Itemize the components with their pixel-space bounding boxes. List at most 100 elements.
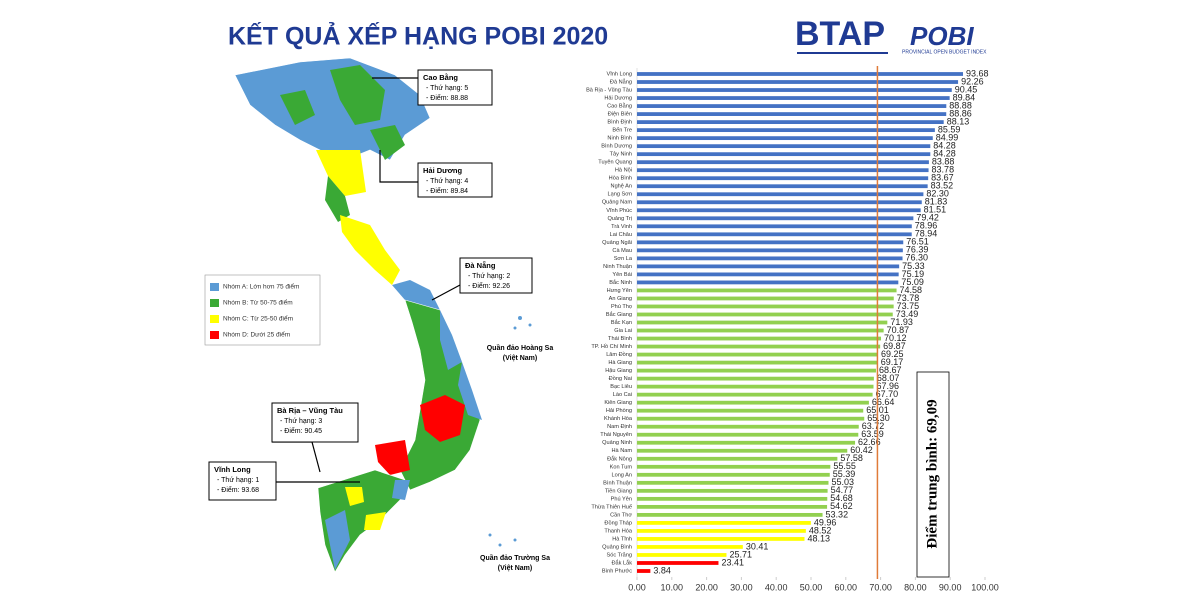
- value-label: 53.32: [826, 509, 849, 519]
- y-tick-label: Quảng Bình: [602, 544, 632, 550]
- bar: [637, 440, 856, 445]
- bar: [637, 488, 828, 493]
- legend-label: Nhóm B: Từ 50-75 điểm: [223, 299, 293, 307]
- bar: [637, 312, 893, 317]
- bar: [637, 248, 903, 253]
- x-tick-label: 80.00: [904, 582, 927, 592]
- x-tick-label: 30.00: [730, 582, 753, 592]
- callout-score: - Điểm: 88.88: [426, 94, 468, 102]
- callout-box: [417, 69, 493, 106]
- y-tick-label: Sơn La: [614, 256, 633, 262]
- x-tick-label: 0.00: [628, 582, 646, 592]
- value-label: 84.99: [936, 133, 959, 143]
- bar: [637, 408, 864, 413]
- bar: [637, 112, 947, 116]
- island-note: (Việt Nam): [498, 565, 533, 572]
- y-tick-label: Thái Nguyên: [600, 432, 632, 438]
- legend-swatch: [210, 283, 219, 291]
- y-tick-label: Hưng Yên: [607, 288, 632, 294]
- value-label: 25.71: [729, 549, 752, 559]
- value-label: 67.70: [876, 389, 899, 399]
- y-tick-label: Thanh Hóa: [604, 528, 633, 534]
- y-tick-label: Bình Thuận: [603, 480, 632, 486]
- map: [234, 57, 532, 573]
- callout-name: Cao Bằng: [423, 73, 458, 82]
- y-tick-label: Lâm Đồng: [606, 352, 632, 358]
- bar: [637, 136, 933, 141]
- island: [513, 326, 517, 330]
- island-note: (Việt Nam): [503, 355, 538, 362]
- value-label: 76.51: [906, 237, 929, 247]
- value-label: 93.68: [966, 68, 989, 78]
- callout-box: [417, 162, 493, 198]
- y-tick-label: Khánh Hòa: [604, 416, 633, 422]
- value-label: 79.42: [916, 213, 939, 223]
- y-tick-label: Quảng Ninh: [602, 440, 632, 446]
- value-label: 83.88: [932, 157, 955, 167]
- value-label: 69.17: [881, 357, 904, 367]
- y-tick-label: Hà Tĩnh: [612, 536, 632, 542]
- x-tick-label: 50.00: [800, 582, 823, 592]
- value-label: 88.86: [949, 108, 972, 118]
- bar: [637, 208, 921, 213]
- callout-name: Hải Dương: [423, 166, 463, 175]
- value-label: 76.39: [906, 245, 929, 255]
- bar: [637, 424, 859, 429]
- legend-swatch: [210, 315, 219, 323]
- x-tick-label: 20.00: [695, 582, 718, 592]
- bar: [637, 360, 878, 365]
- y-tick-label: Bình Định: [607, 120, 632, 126]
- average-label: Điểm trung bình: 69,09: [924, 399, 940, 548]
- callout-arrow: [272, 441, 321, 473]
- y-tick-label: Đắk Lắk: [611, 559, 632, 566]
- y-tick-label: Hải Dương: [604, 96, 632, 102]
- bar: [637, 344, 881, 349]
- legend-label: Nhóm D: Dưới 25 điểm: [223, 331, 290, 339]
- map-region: [440, 310, 462, 370]
- value-label: 83.67: [931, 173, 954, 183]
- callout-rank: - Thứ hạng: 2: [468, 273, 510, 280]
- value-label: 84.28: [933, 141, 956, 151]
- bar: [637, 400, 869, 405]
- y-tick-label: Cao Bằng: [607, 103, 632, 110]
- title: KẾT QUẢ XẾP HẠNG POBI 2020: [228, 21, 608, 51]
- bar: [637, 88, 952, 92]
- y-tick-label: Sóc Trăng: [607, 552, 633, 558]
- map-region: [330, 65, 385, 125]
- y-tick-label: Bắc Giang: [606, 311, 632, 318]
- y-tick-label: Hậu Giang: [605, 368, 632, 374]
- x-tick-label: 60.00: [835, 582, 858, 592]
- y-tick-label: Hà Nam: [611, 448, 632, 454]
- bar: [637, 328, 884, 333]
- x-tick-label: 40.00: [765, 582, 788, 592]
- value-label: 85.59: [938, 124, 961, 134]
- island: [498, 543, 502, 547]
- value-label: 66.64: [872, 397, 895, 407]
- bar: [637, 224, 912, 229]
- value-label: 55.55: [833, 461, 856, 471]
- value-label: 55.03: [832, 477, 855, 487]
- map-region: [325, 176, 350, 222]
- bar: [637, 120, 944, 124]
- value-label: 81.51: [924, 205, 947, 215]
- y-tick-label: Kon Tum: [610, 464, 633, 470]
- y-tick-label: Nghệ An: [611, 184, 632, 190]
- value-label: 75.19: [902, 269, 925, 279]
- logo-btap: BTAP: [795, 15, 885, 53]
- callout-rank: - Thứ hạng: 5: [426, 85, 468, 92]
- bar: [637, 448, 848, 453]
- value-label: 49.96: [814, 517, 837, 527]
- callout-name: Bà Rịa – Vũng Tàu: [277, 406, 343, 415]
- x-tick-label: 100.00: [971, 582, 999, 592]
- y-tick-label: Bắc Kạn: [611, 319, 632, 326]
- bar: [637, 232, 912, 237]
- map-region: [370, 125, 405, 160]
- y-tick-label: Trà Vinh: [611, 224, 632, 230]
- y-tick-label: Bình Dương: [601, 144, 632, 150]
- y-tick-label: Ninh Thuận: [603, 264, 632, 270]
- callout-rank: - Thứ hạng: 1: [217, 477, 259, 484]
- bar: [637, 152, 931, 157]
- island: [513, 538, 517, 542]
- logo-pobi-sub: PROVINCIAL OPEN BUDGET INDEX: [902, 49, 987, 55]
- bar: [637, 545, 743, 549]
